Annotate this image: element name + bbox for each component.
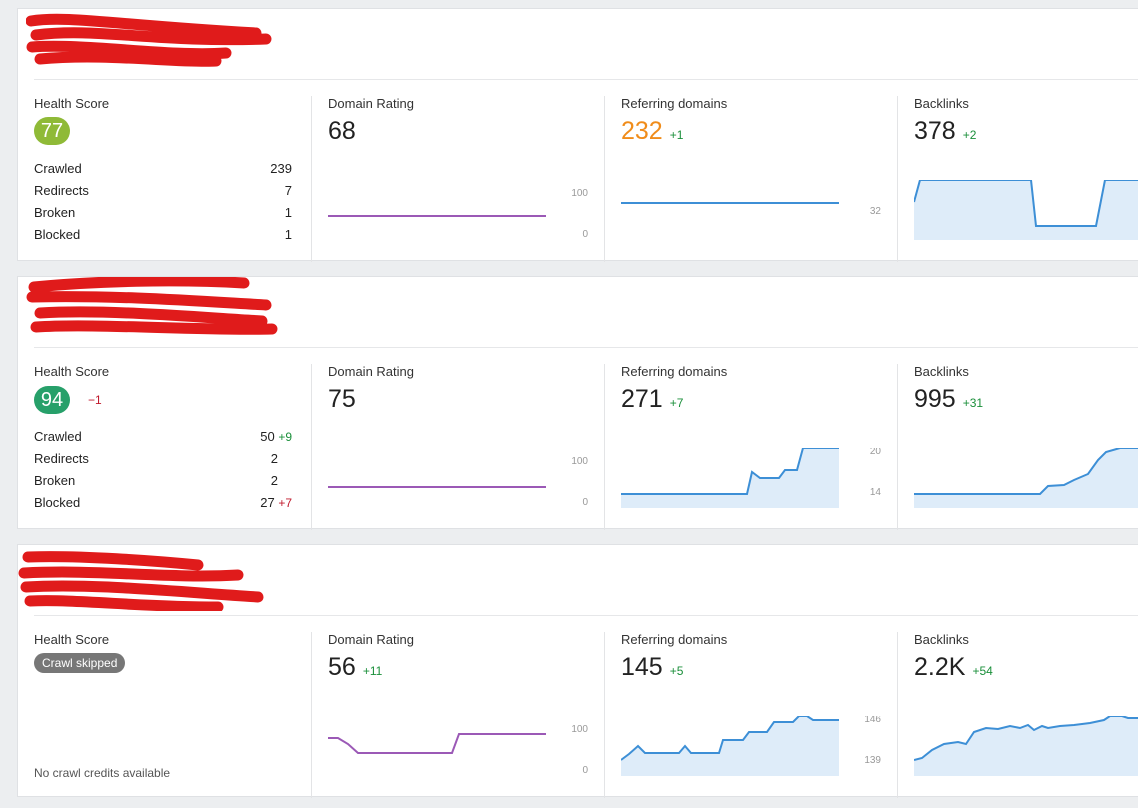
backlinks-value[interactable]: 995	[914, 385, 956, 413]
crawl-stats: Crawled 50 +9 Redirects 2 Broken 2 Blocked 2…	[34, 426, 292, 514]
crawl-skipped-badge[interactable]: Crawl skipped	[34, 653, 126, 673]
dr-axis-top: 100	[571, 724, 588, 735]
referring-domains-delta: +1	[669, 128, 684, 142]
backlinks-chart	[914, 716, 1138, 776]
rd-axis-top: 20	[870, 448, 882, 457]
bl-line	[914, 716, 1138, 761]
project-card-1: Health Score 77 Crawled 239 Redirects 7 Br…	[17, 8, 1138, 262]
referring-domains-title: Referring domains	[621, 364, 728, 379]
domain-rating-panel: Domain Rating 56 +11 100 0	[311, 632, 604, 798]
stat-row-blocked[interactable]: Blocked 1	[34, 227, 292, 242]
referring-domains-chart: 32	[621, 202, 882, 217]
domain-rating-chart: 100 0	[328, 188, 588, 240]
domain-rating-panel: Domain Rating 75 100 0	[311, 364, 604, 530]
bl-line	[914, 448, 1138, 495]
backlinks-delta: +2	[962, 128, 977, 142]
dr-axis-bottom: 0	[582, 497, 588, 508]
bl-area	[914, 448, 1138, 508]
stat-row-crawled[interactable]: Crawled 50 +9	[34, 429, 292, 444]
domain-rating-value[interactable]: 68	[328, 117, 356, 145]
stat-row-redirects[interactable]: Redirects 7	[34, 183, 292, 198]
domain-rating-value[interactable]: 56	[328, 653, 356, 681]
bl-area	[914, 180, 1138, 240]
referring-domains-delta: +5	[669, 664, 684, 678]
no-crawl-credits-note: No crawl credits available	[34, 766, 171, 780]
backlinks-delta: +31	[962, 396, 984, 410]
domain-rating-panel: Domain Rating 68 100 0	[311, 96, 604, 262]
domain-rating-delta: +11	[362, 664, 383, 678]
stat-row-blocked[interactable]: Blocked 27 +7	[34, 495, 292, 510]
project-header-3	[18, 545, 1138, 616]
referring-domains-value[interactable]: 232	[621, 117, 663, 145]
health-score-title: Health Score	[34, 364, 110, 379]
dr-axis-bottom: 0	[582, 765, 588, 776]
referring-domains-value[interactable]: 271	[621, 385, 663, 413]
backlinks-delta: +54	[972, 664, 993, 678]
health-score-delta: −1	[88, 393, 102, 407]
domain-rating-value[interactable]: 75	[328, 385, 356, 413]
stat-row-broken[interactable]: Broken 1	[34, 205, 292, 220]
bl-area	[914, 716, 1138, 776]
crawl-stats: Crawled 239 Redirects 7 Broken 1 Blocked 1	[34, 158, 292, 246]
referring-domains-delta: +7	[669, 396, 684, 410]
rd-area	[621, 716, 839, 776]
backlinks-chart	[914, 180, 1138, 240]
referring-domains-title: Referring domains	[621, 96, 728, 111]
rd-area	[621, 448, 839, 508]
backlinks-panel: Backlinks 378 +2	[897, 96, 1138, 262]
redacted-project-name	[26, 13, 272, 67]
referring-domains-title: Referring domains	[621, 632, 728, 647]
health-score-title: Health Score	[34, 96, 110, 111]
redacted-project-name	[26, 277, 278, 335]
backlinks-panel: Backlinks 995 +31	[897, 364, 1138, 530]
dr-axis-top: 100	[571, 188, 588, 199]
project-card-3: Health Score Crawl skipped No crawl cred…	[17, 544, 1138, 798]
rd-axis-bottom: 14	[870, 487, 882, 498]
rd-axis-top: 32	[870, 206, 882, 217]
project-header-2	[26, 277, 1138, 348]
health-score-panel: Health Score 94 −1 Crawled 50 +9 Redirect…	[34, 364, 311, 530]
domain-rating-title: Domain Rating	[328, 96, 414, 111]
referring-domains-panel: Referring domains 145 +5 146 139	[604, 632, 897, 798]
health-score-badge[interactable]: 94	[34, 386, 70, 414]
referring-domains-value[interactable]: 145	[621, 653, 663, 681]
backlinks-value[interactable]: 2.2K	[914, 653, 966, 681]
dr-axis-bottom: 0	[582, 229, 588, 240]
rd-line	[621, 716, 839, 761]
bl-line	[914, 180, 1138, 227]
referring-domains-chart: 146 139	[621, 716, 881, 776]
backlinks-title: Backlinks	[914, 364, 969, 379]
rd-axis-top: 146	[864, 716, 881, 725]
backlinks-value[interactable]: 378	[914, 117, 956, 145]
project-header-1	[26, 9, 1138, 80]
project-card-2: Health Score 94 −1 Crawled 50 +9 Redirect…	[17, 276, 1138, 530]
backlinks-chart	[914, 448, 1138, 508]
domain-rating-chart: 100 0	[328, 724, 588, 776]
stat-row-redirects[interactable]: Redirects 2	[34, 451, 278, 466]
health-score-panel: Health Score Crawl skipped No crawl cred…	[34, 632, 311, 798]
backlinks-title: Backlinks	[914, 96, 969, 111]
domain-rating-chart: 100 0	[328, 456, 588, 508]
health-score-badge[interactable]: 77	[34, 117, 70, 145]
rd-axis-bottom: 139	[864, 755, 881, 766]
dr-line	[328, 733, 546, 754]
health-score-title: Health Score	[34, 632, 110, 647]
dr-axis-top: 100	[571, 456, 588, 467]
referring-domains-chart: 20 14	[621, 448, 882, 508]
referring-domains-panel: Referring domains 271 +7 20 14	[604, 364, 897, 530]
backlinks-panel: Backlinks 2.2K +54	[897, 632, 1138, 798]
health-score-panel: Health Score 77 Crawled 239 Redirects 7 Br…	[34, 96, 311, 262]
stat-row-crawled[interactable]: Crawled 239	[34, 161, 292, 176]
domain-rating-title: Domain Rating	[328, 364, 414, 379]
redacted-project-name	[18, 551, 264, 611]
rd-line	[621, 448, 839, 495]
referring-domains-panel: Referring domains 232 +1 32	[604, 96, 897, 262]
domain-rating-title: Domain Rating	[328, 632, 414, 647]
stat-row-broken[interactable]: Broken 2	[34, 473, 278, 488]
backlinks-title: Backlinks	[914, 632, 969, 647]
